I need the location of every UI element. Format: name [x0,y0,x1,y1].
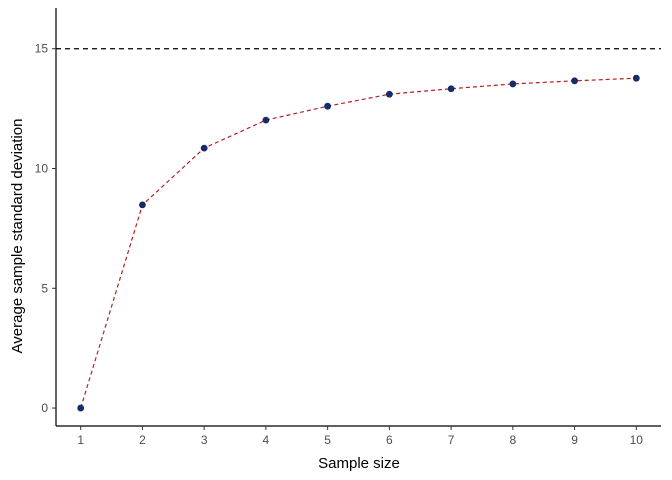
x-tick-label: 4 [263,433,270,447]
y-axis-title: Average sample standard deviation [9,119,26,354]
data-point [385,90,393,98]
data-point [77,404,85,412]
x-tick-label: 1 [77,433,84,447]
x-tick-label: 10 [630,433,644,447]
data-point [324,102,332,110]
data-point [139,201,146,209]
x-tick-label: 2 [139,433,146,447]
series-layer [77,74,640,412]
x-tick-label: 3 [201,433,208,447]
data-point [509,80,517,88]
y-tick-label: 15 [35,42,49,56]
series-line [80,77,637,409]
x-tick-label: 9 [571,433,578,447]
x-tick-label: 7 [448,433,455,447]
x-tick-label: 6 [386,433,393,447]
axes [55,8,661,427]
y-tick-label: 5 [41,281,48,295]
data-point [447,85,455,93]
y-tick-label: 0 [41,401,48,415]
data-point [262,116,270,124]
data-point [571,77,578,85]
ticks-layer: 1 2 3 4 5 6 7 8 9 10 0 5 10 15 [35,42,644,447]
y-tick-label: 10 [35,161,49,175]
data-point [632,74,640,82]
x-axis-title: Sample size [318,455,400,472]
x-tick-label: 8 [509,433,516,447]
data-point [200,144,208,152]
x-tick-label: 5 [324,433,331,447]
